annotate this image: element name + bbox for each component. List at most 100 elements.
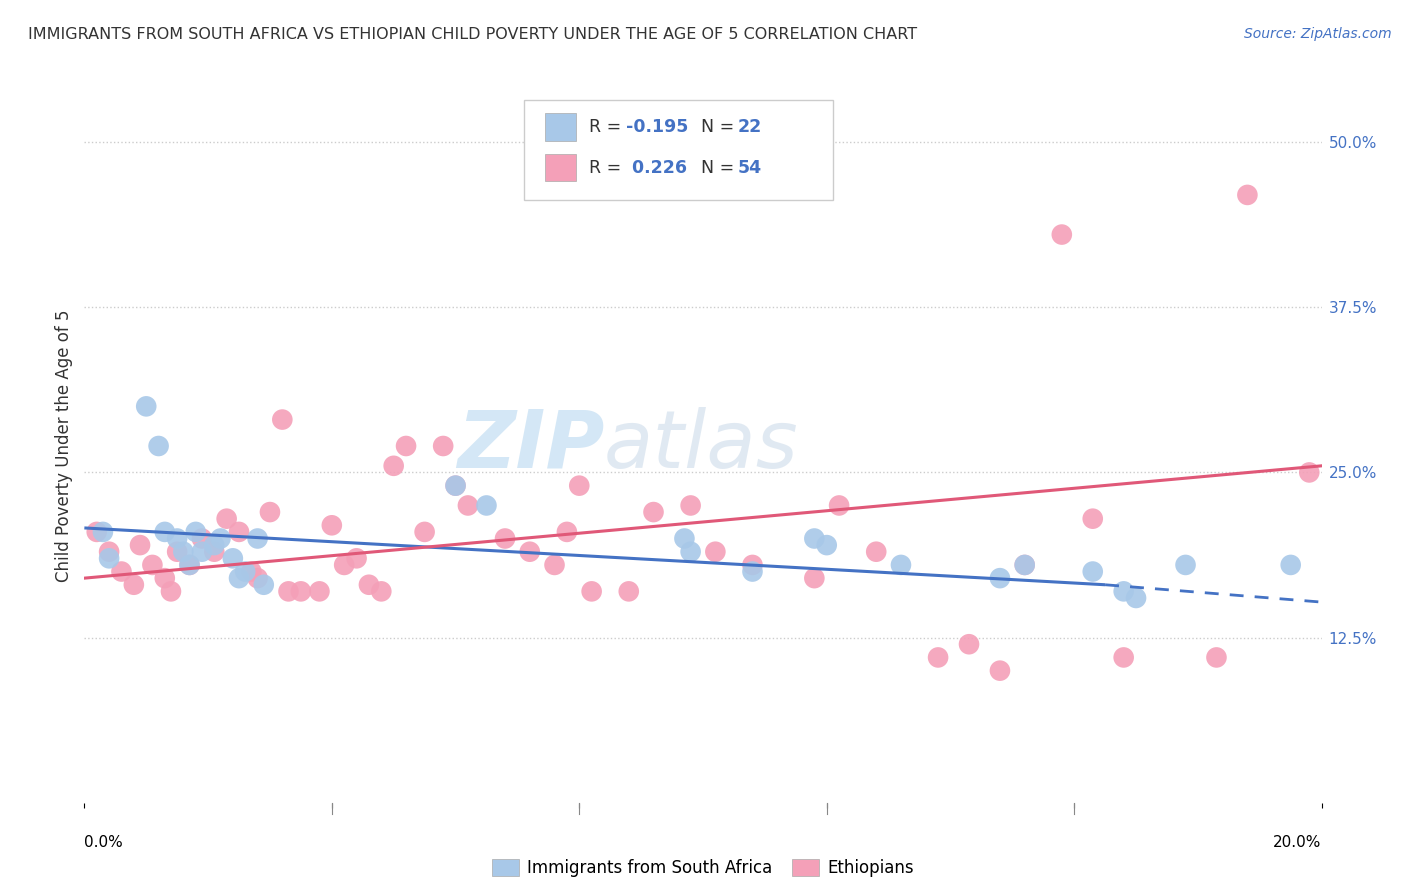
- Point: [357, 578, 380, 592]
- Text: 20.0%: 20.0%: [1274, 835, 1322, 850]
- Point: [228, 571, 250, 585]
- Point: [253, 578, 276, 592]
- Point: [890, 558, 912, 572]
- Point: [122, 578, 145, 592]
- Point: [271, 412, 294, 426]
- Point: [1081, 565, 1104, 579]
- Text: N =: N =: [700, 118, 734, 136]
- Point: [148, 439, 170, 453]
- Point: [1014, 558, 1036, 572]
- Text: 22: 22: [738, 118, 762, 136]
- Point: [494, 532, 516, 546]
- Text: IMMIGRANTS FROM SOUTH AFRICA VS ETHIOPIAN CHILD POVERTY UNDER THE AGE OF 5 CORRE: IMMIGRANTS FROM SOUTH AFRICA VS ETHIOPIA…: [28, 27, 917, 42]
- Point: [568, 478, 591, 492]
- Point: [91, 524, 114, 539]
- Point: [110, 565, 132, 579]
- Point: [1112, 584, 1135, 599]
- Point: [413, 524, 436, 539]
- Point: [395, 439, 418, 453]
- Point: [1205, 650, 1227, 665]
- Point: [370, 584, 392, 599]
- Text: ZIP: ZIP: [457, 407, 605, 485]
- Point: [865, 545, 887, 559]
- Point: [179, 558, 201, 572]
- Point: [321, 518, 343, 533]
- Point: [202, 545, 225, 559]
- Text: 0.226: 0.226: [626, 159, 688, 177]
- Text: R =: R =: [589, 159, 621, 177]
- Point: [259, 505, 281, 519]
- Y-axis label: Child Poverty Under the Age of 5: Child Poverty Under the Age of 5: [55, 310, 73, 582]
- Point: [543, 558, 565, 572]
- Point: [135, 400, 157, 414]
- Point: [741, 558, 763, 572]
- Point: [228, 524, 250, 539]
- Point: [803, 571, 825, 585]
- Point: [202, 538, 225, 552]
- Point: [184, 524, 207, 539]
- Point: [617, 584, 640, 599]
- FancyBboxPatch shape: [544, 154, 575, 181]
- Point: [246, 532, 269, 546]
- Point: [141, 558, 163, 572]
- Point: [741, 565, 763, 579]
- Point: [153, 524, 176, 539]
- Point: [98, 551, 121, 566]
- Point: [1236, 188, 1258, 202]
- Point: [129, 538, 152, 552]
- Text: R =: R =: [589, 118, 621, 136]
- Point: [290, 584, 312, 599]
- Point: [346, 551, 368, 566]
- Point: [1298, 466, 1320, 480]
- Point: [179, 558, 201, 572]
- Point: [432, 439, 454, 453]
- Point: [988, 571, 1011, 585]
- Point: [1081, 511, 1104, 525]
- Point: [191, 532, 214, 546]
- Point: [555, 524, 578, 539]
- Point: [704, 545, 727, 559]
- Point: [444, 478, 467, 492]
- Point: [246, 571, 269, 585]
- Point: [160, 584, 183, 599]
- Point: [153, 571, 176, 585]
- Point: [457, 499, 479, 513]
- Point: [222, 551, 245, 566]
- Point: [98, 545, 121, 559]
- Point: [643, 505, 665, 519]
- Point: [166, 532, 188, 546]
- Point: [172, 545, 194, 559]
- FancyBboxPatch shape: [544, 113, 575, 141]
- Legend: Immigrants from South Africa, Ethiopians: Immigrants from South Africa, Ethiopians: [485, 852, 921, 884]
- Point: [828, 499, 851, 513]
- FancyBboxPatch shape: [523, 100, 832, 200]
- Point: [679, 545, 702, 559]
- Text: 0.0%: 0.0%: [84, 835, 124, 850]
- Point: [86, 524, 108, 539]
- Point: [1014, 558, 1036, 572]
- Point: [333, 558, 356, 572]
- Point: [308, 584, 330, 599]
- Point: [277, 584, 299, 599]
- Point: [209, 532, 232, 546]
- Point: [475, 499, 498, 513]
- Point: [1125, 591, 1147, 605]
- Point: [1174, 558, 1197, 572]
- Point: [233, 565, 256, 579]
- Text: Source: ZipAtlas.com: Source: ZipAtlas.com: [1244, 27, 1392, 41]
- Point: [444, 478, 467, 492]
- Text: atlas: atlas: [605, 407, 799, 485]
- Point: [1112, 650, 1135, 665]
- Point: [1279, 558, 1302, 572]
- Point: [988, 664, 1011, 678]
- Point: [1050, 227, 1073, 242]
- Point: [519, 545, 541, 559]
- Point: [581, 584, 603, 599]
- Point: [679, 499, 702, 513]
- Point: [673, 532, 696, 546]
- Point: [191, 545, 214, 559]
- Point: [803, 532, 825, 546]
- Point: [957, 637, 980, 651]
- Point: [166, 545, 188, 559]
- Point: [240, 565, 263, 579]
